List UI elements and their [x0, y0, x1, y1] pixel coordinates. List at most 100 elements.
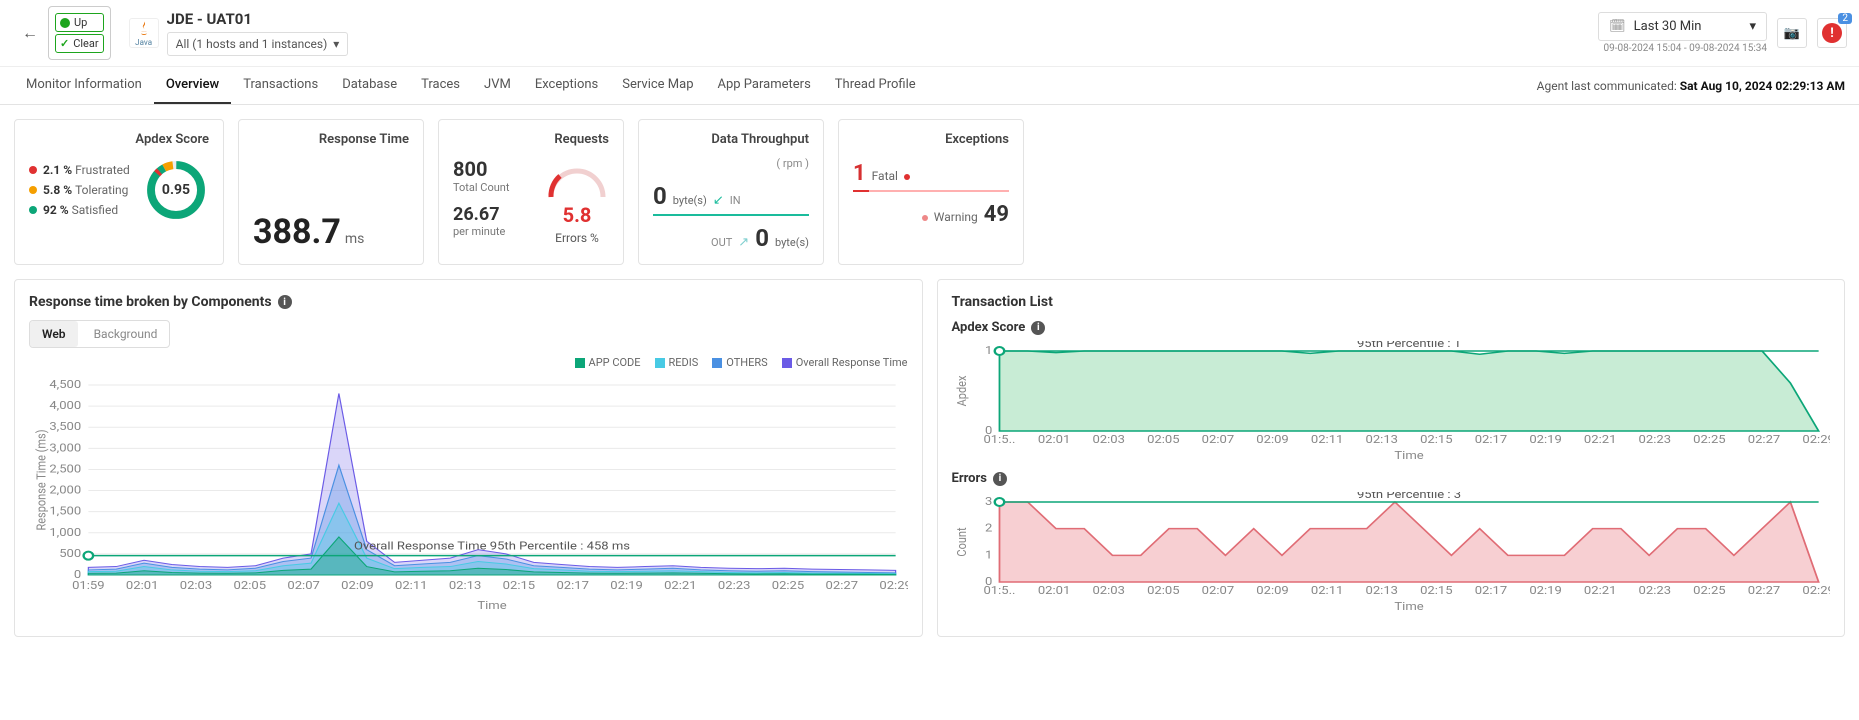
req-permin: 26.67	[453, 204, 509, 225]
svg-text:02:03: 02:03	[180, 579, 212, 592]
header-right: 🗓 Last 30 Min ▾ 09-08-2024 15:04 - 09-08…	[1598, 12, 1847, 54]
svg-text:01:59: 01:59	[72, 579, 104, 592]
svg-text:95th Percentile : 1: 95th Percentile : 1	[1356, 341, 1460, 350]
nav-tabs: Monitor InformationOverviewTransactionsD…	[0, 67, 1859, 105]
apdex-item: 5.8 % Tolerating	[29, 183, 130, 197]
errors-pct: 5.8	[545, 203, 609, 227]
requests-card: Requests 800 Total Count 26.67 per minut…	[438, 119, 624, 265]
svg-text:Time: Time	[1394, 600, 1423, 612]
svg-text:Time: Time	[477, 599, 506, 612]
main-chart: 05001,0001,5002,0002,5003,0003,5004,0004…	[29, 375, 908, 615]
response-time-card: Response Time 388.7ms	[238, 119, 424, 265]
warn-dot-icon	[922, 215, 928, 221]
svg-text:2,500: 2,500	[49, 462, 81, 475]
svg-text:02:11: 02:11	[1310, 433, 1342, 446]
right-panel-title: Transaction List	[952, 294, 1053, 310]
svg-text:1,500: 1,500	[49, 505, 81, 518]
subtab-background[interactable]: Background	[82, 321, 170, 347]
svg-text:95th Percentile : 3: 95th Percentile : 3	[1356, 492, 1460, 501]
svg-text:02:27: 02:27	[1747, 584, 1780, 597]
apdex-mini-title: Apdex Score	[952, 320, 1026, 335]
svg-text:02:01: 02:01	[126, 579, 158, 592]
arrow-out-icon: ↗	[738, 235, 749, 250]
tab-monitor-information[interactable]: Monitor Information	[14, 67, 154, 104]
timerange-block: 🗓 Last 30 Min ▾ 09-08-2024 15:04 - 09-08…	[1598, 12, 1767, 54]
svg-text:02:17: 02:17	[1474, 433, 1507, 446]
fatal-label: Fatal	[872, 169, 898, 183]
dt-bar	[653, 214, 809, 216]
warn-label: Warning	[934, 210, 978, 224]
java-label: Java	[135, 38, 152, 47]
tab-thread-profile[interactable]: Thread Profile	[823, 67, 928, 104]
exc-title: Exceptions	[853, 132, 1009, 147]
svg-text:02:29: 02:29	[1802, 584, 1830, 597]
dt-out-value: 0	[755, 224, 769, 252]
subtab-web[interactable]: Web	[30, 321, 78, 347]
svg-text:02:13: 02:13	[1365, 433, 1397, 446]
status-up[interactable]: Up	[55, 13, 104, 32]
svg-text:02:23: 02:23	[1638, 584, 1670, 597]
back-arrow-icon[interactable]: ←	[12, 23, 48, 43]
tab-service-map[interactable]: Service Map	[610, 67, 705, 104]
legend-item: Overall Response Time	[782, 356, 908, 369]
fatal-value: 1	[853, 161, 866, 186]
apdex-item: 2.1 % Frustrated	[29, 163, 130, 177]
chevron-down-icon: ▾	[1749, 19, 1756, 34]
tab-overview[interactable]: Overview	[154, 67, 231, 104]
svg-text:02:19: 02:19	[1529, 584, 1561, 597]
svg-text:4,000: 4,000	[49, 399, 81, 412]
req-total: 800	[453, 157, 509, 181]
rt-unit: ms	[345, 231, 365, 247]
apdex-mini-chart: 0195th Percentile : 101:5..02:0102:0302:…	[952, 341, 1831, 461]
svg-text:2,000: 2,000	[49, 484, 81, 497]
tab-app-parameters[interactable]: App Parameters	[706, 67, 823, 104]
svg-text:02:17: 02:17	[1474, 584, 1507, 597]
timerange-label: Last 30 Min	[1634, 19, 1702, 34]
tab-transactions[interactable]: Transactions	[231, 67, 330, 104]
response-time-chart-panel: Response time broken by Components i Web…	[14, 279, 923, 637]
svg-text:02:15: 02:15	[1420, 433, 1453, 446]
data-throughput-card: Data Throughput ( rpm ) 0 byte(s) ↙ IN O…	[638, 119, 824, 265]
tab-jvm[interactable]: JVM	[472, 67, 523, 104]
apdex-score: 0.95	[162, 182, 190, 198]
svg-text:02:05: 02:05	[1147, 433, 1180, 446]
svg-text:02:23: 02:23	[1638, 433, 1670, 446]
info-icon[interactable]: i	[1031, 321, 1045, 335]
svg-text:02:21: 02:21	[1583, 433, 1615, 446]
info-icon[interactable]: i	[278, 295, 292, 309]
svg-text:02:25: 02:25	[1693, 584, 1726, 597]
tab-exceptions[interactable]: Exceptions	[523, 67, 610, 104]
tab-traces[interactable]: Traces	[409, 67, 472, 104]
svg-text:02:21: 02:21	[664, 579, 696, 592]
legend-item: REDIS	[655, 356, 699, 369]
warn-value: 49	[984, 202, 1009, 227]
status-box: Up ✓Clear	[48, 6, 111, 60]
info-icon[interactable]: i	[993, 472, 1007, 486]
dt-out-unit: byte(s)	[775, 236, 809, 249]
svg-text:02:29: 02:29	[1802, 433, 1830, 446]
svg-text:02:25: 02:25	[772, 579, 805, 592]
camera-icon: 📷	[1784, 26, 1800, 41]
app-title: JDE - UAT01	[167, 10, 349, 28]
errors-label: Errors %	[545, 231, 609, 245]
transaction-list-panel: Transaction List Apdex Scorei 0195th Per…	[937, 279, 1846, 637]
tab-database[interactable]: Database	[330, 67, 409, 104]
svg-text:02:13: 02:13	[449, 579, 481, 592]
svg-text:02:09: 02:09	[1256, 584, 1288, 597]
alerts-button[interactable]: ! 2	[1817, 18, 1847, 48]
summary-cards: Apdex Score 2.1 % Frustrated5.8 % Tolera…	[0, 105, 1859, 279]
svg-text:02:11: 02:11	[395, 579, 427, 592]
svg-text:Overall Response Time 95th Per: Overall Response Time 95th Percentile : …	[354, 540, 630, 553]
fatal-dot-icon	[904, 174, 910, 180]
dt-title: Data Throughput	[653, 132, 809, 147]
app-header: ← Up ✓Clear Java JDE - UAT01 All (1 host…	[0, 0, 1859, 67]
svg-text:01:5..: 01:5..	[983, 433, 1015, 446]
host-selector[interactable]: All (1 hosts and 1 instances) ▾	[167, 32, 349, 56]
timerange-selector[interactable]: 🗓 Last 30 Min ▾	[1598, 12, 1767, 41]
apdex-card: Apdex Score 2.1 % Frustrated5.8 % Tolera…	[14, 119, 224, 265]
svg-text:02:01: 02:01	[1037, 584, 1069, 597]
screenshot-button[interactable]: 📷	[1777, 18, 1807, 48]
title-block: JDE - UAT01 All (1 hosts and 1 instances…	[167, 10, 349, 56]
status-clear[interactable]: ✓Clear	[55, 34, 104, 53]
svg-text:2: 2	[985, 522, 993, 535]
